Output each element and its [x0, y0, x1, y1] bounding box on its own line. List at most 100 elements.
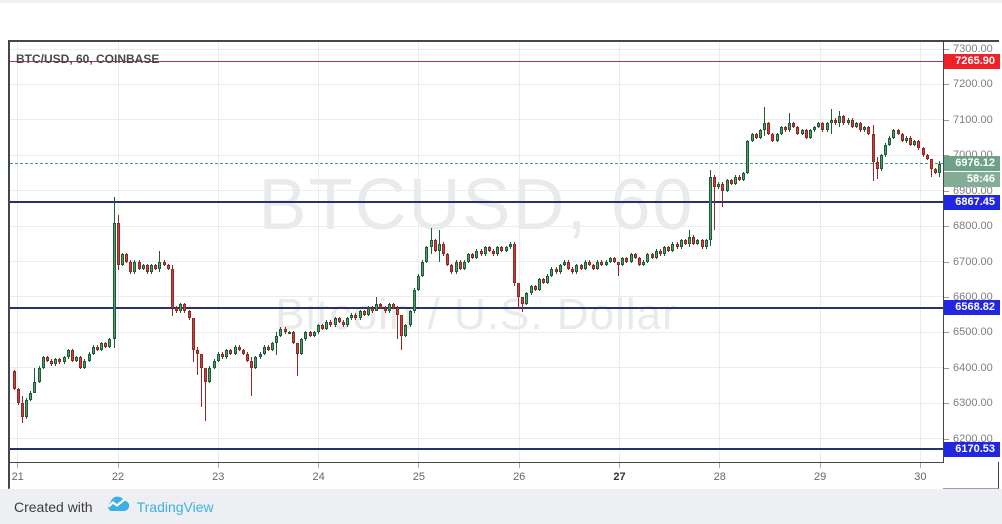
- candle: [142, 265, 145, 269]
- candle: [922, 148, 925, 156]
- candle-wick: [401, 325, 402, 351]
- candle: [25, 399, 28, 418]
- horizontal-level-line-0[interactable]: [10, 201, 943, 204]
- price-gridline: [10, 367, 943, 368]
- watermark-symbol: BTCUSD, 60: [258, 165, 695, 245]
- candle: [517, 282, 520, 297]
- candle: [730, 180, 733, 184]
- candle: [734, 176, 737, 184]
- level-price-label-0[interactable]: 6867.45: [944, 194, 1000, 210]
- candle: [188, 311, 191, 319]
- candle: [296, 342, 299, 354]
- candle: [692, 236, 695, 244]
- candle: [872, 134, 875, 163]
- chart-widget[interactable]: BTCUSD, 60 Bitcoin / U.S. Dollar BTC/USD…: [8, 40, 1001, 490]
- candle: [175, 307, 178, 312]
- candle: [221, 353, 224, 358]
- candle: [229, 350, 232, 354]
- candle: [417, 275, 420, 290]
- candle: [421, 261, 424, 276]
- candle: [521, 296, 524, 305]
- time-tick-mark: [318, 463, 319, 468]
- candle: [467, 254, 470, 262]
- candle: [263, 346, 266, 354]
- candle: [242, 350, 245, 354]
- price-gridline: [10, 226, 943, 227]
- time-tick-mark: [218, 463, 219, 468]
- current-price-label[interactable]: 6976.12: [944, 156, 1000, 172]
- candle-wick: [618, 261, 619, 276]
- alert-price-label[interactable]: 7265.90: [944, 53, 1000, 69]
- candle: [463, 261, 466, 269]
- candle: [430, 240, 433, 248]
- tradingview-brand-link[interactable]: TradingView: [136, 498, 214, 515]
- alert-line[interactable]: [10, 60, 943, 62]
- candle: [480, 250, 483, 255]
- candle: [459, 261, 462, 269]
- candle: [701, 240, 704, 248]
- price-axis[interactable]: 7300.007200.007100.007000.006900.006800.…: [944, 42, 1001, 462]
- level-price-label-2[interactable]: 6170.53: [944, 441, 1000, 457]
- candle: [897, 130, 900, 134]
- candle: [38, 367, 41, 382]
- candle: [559, 265, 562, 273]
- time-tick-mark: [118, 463, 119, 468]
- candle: [171, 268, 174, 308]
- candle: [892, 130, 895, 138]
- candle: [671, 243, 674, 251]
- horizontal-level-line-1[interactable]: [10, 306, 943, 309]
- candle: [279, 328, 282, 336]
- time-tick-label: 30: [914, 471, 927, 483]
- candle: [17, 389, 20, 404]
- candle: [50, 360, 53, 365]
- candle: [851, 119, 854, 127]
- time-tick-label: 24: [312, 471, 325, 483]
- candle: [909, 137, 912, 145]
- candle: [225, 350, 228, 358]
- candle: [284, 328, 287, 333]
- candle: [546, 275, 549, 283]
- time-tick-label: 29: [813, 471, 827, 483]
- current-price-line[interactable]: [10, 163, 943, 165]
- candle: [192, 318, 195, 351]
- candle-wick: [722, 181, 723, 207]
- candle: [409, 311, 412, 326]
- level-price-label-1[interactable]: 6568.82: [944, 300, 1000, 316]
- candle-wick: [289, 330, 290, 334]
- candle: [359, 311, 362, 319]
- candle: [104, 342, 107, 347]
- candle: [455, 261, 458, 273]
- candle: [876, 162, 879, 170]
- watermark-description: Bitcoin / U.S. Dollar: [275, 290, 678, 339]
- tradingview-logo-icon[interactable]: [103, 495, 131, 518]
- candle: [88, 353, 91, 361]
- day-gridline: [17, 42, 18, 462]
- candle: [329, 321, 332, 326]
- chart-plot-area[interactable]: BTCUSD, 60 Bitcoin / U.S. Dollar BTC/USD…: [10, 42, 944, 463]
- time-axis[interactable]: 21 22 23 24 25 26 27 28 29 30: [10, 463, 943, 490]
- price-tick-label: 7300.00: [944, 42, 1001, 56]
- candle: [555, 268, 558, 273]
- candle: [651, 254, 654, 258]
- candle: [901, 134, 904, 142]
- candle-wick: [522, 296, 523, 312]
- candle: [726, 180, 729, 191]
- candle-wick: [193, 346, 194, 363]
- candle: [250, 360, 253, 368]
- time-tick-label: 23: [212, 471, 225, 483]
- candle: [275, 335, 278, 343]
- horizontal-level-line-2[interactable]: [10, 448, 943, 451]
- bar-countdown-label[interactable]: 58:46: [944, 172, 1000, 188]
- candle: [721, 183, 724, 191]
- candle: [42, 357, 45, 368]
- candle-wick: [201, 360, 202, 407]
- candle: [742, 172, 745, 181]
- candle: [780, 126, 783, 134]
- candle: [158, 261, 161, 269]
- candle: [334, 318, 337, 326]
- price-tick-mark: [944, 84, 949, 86]
- price-gridline: [10, 296, 943, 297]
- time-tick-mark: [920, 463, 921, 468]
- candle: [788, 123, 791, 131]
- candle: [838, 116, 841, 124]
